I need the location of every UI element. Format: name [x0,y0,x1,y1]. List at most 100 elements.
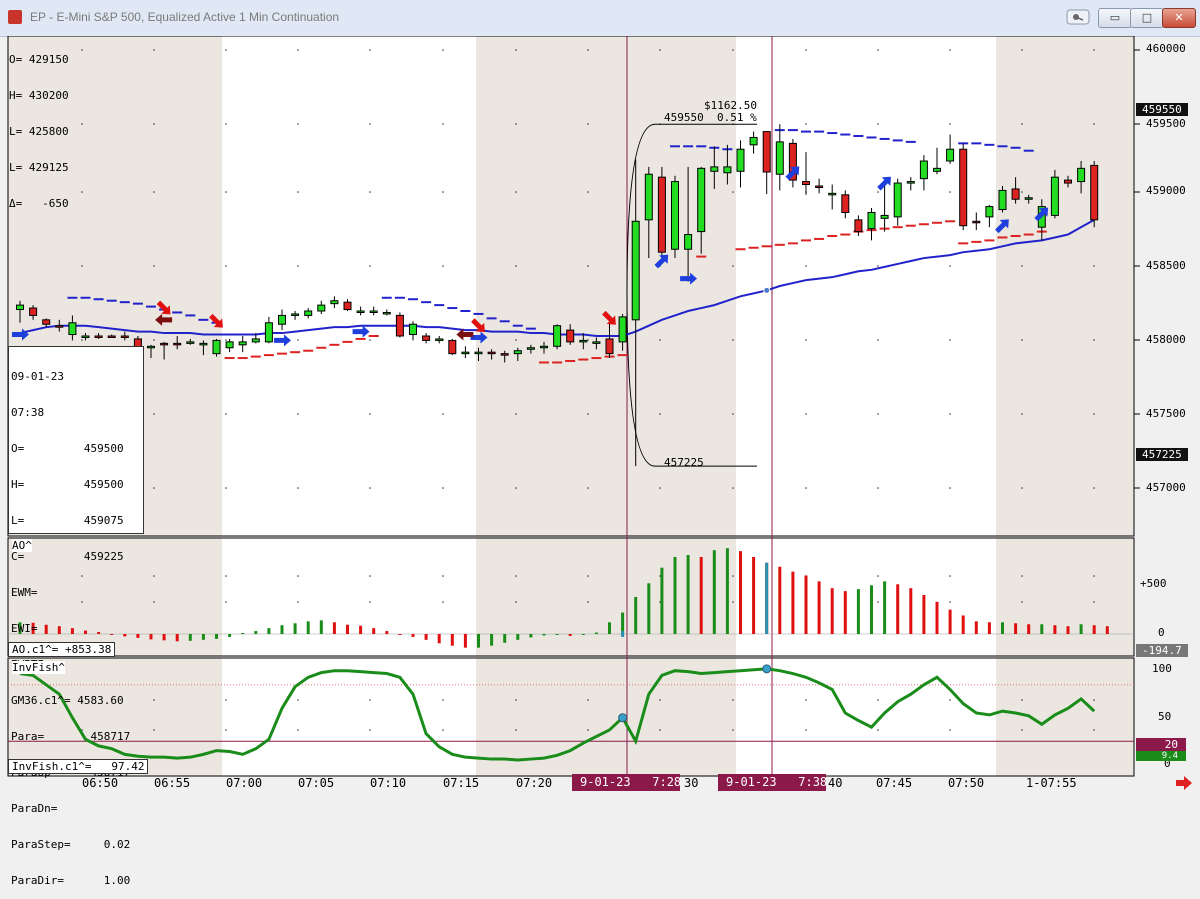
candle-body [435,338,444,341]
candle-body [1050,176,1059,216]
ao-bar [477,634,480,648]
grid-dot [225,699,227,701]
grid-dot [515,575,517,577]
price-tick: 459500 [1146,117,1186,130]
grid-dot [587,699,589,701]
ao-bar [1040,624,1044,634]
candle-body [513,350,522,355]
ao-bar [136,634,140,638]
ao-bar [935,601,939,634]
signal-arrow-right-icon-shape [470,331,488,344]
session-band [476,36,736,536]
price-tick: 457000 [1146,481,1186,494]
price-tick: 458000 [1146,333,1186,346]
time-label: 07:10 [370,776,407,790]
ohlc-line: L= 425800 [9,125,69,138]
grid-dot [369,729,371,731]
grid-dot [732,575,734,577]
candle-body [933,167,941,172]
ao-title: AO^ [12,539,32,552]
ao-bar [1014,623,1018,634]
grid-dot [877,49,879,51]
candle-body [893,182,902,218]
ao-bar [437,634,441,644]
grid-dot [225,339,227,341]
data-window-line: ParaDn= [11,802,58,815]
grid-dot [515,49,517,51]
ao-bar [319,620,323,634]
grid-dot [949,699,951,701]
candle-body [461,351,470,355]
invfish-value-box: InvFish.c1^= 97.42 [8,759,149,774]
grid-dot [369,265,371,267]
ao-bar [503,634,507,643]
ao-bar [267,628,271,634]
minimize-button[interactable]: ▭ [1098,8,1132,28]
ao-bar [162,634,166,641]
candle-body [474,351,483,355]
ao-bar [974,621,978,634]
signal-arrow-down-icon [156,300,171,315]
candle-body [448,339,457,355]
candle-body [906,181,915,184]
data-window-line: C= 459225 [11,550,124,563]
data-window-line: L= 459075 [11,514,124,527]
grid-dot [369,123,371,125]
grid-dot [949,191,951,193]
data-window-line: O= 459500 [11,442,124,455]
grid-dot [153,413,155,415]
ao-bar [411,634,415,637]
ao-bar [84,630,87,634]
signal-arrow-down-icon [209,313,223,328]
ao-bar [581,634,585,635]
ao-bar [791,571,795,634]
ao-bar [1053,625,1057,634]
grid-dot [225,191,227,193]
ao-bar [346,624,349,634]
price-tick: 458500 [1146,259,1186,272]
grid-dot [949,123,951,125]
candle-body [94,335,103,338]
candle-body [605,338,614,355]
ohlc-line: O= 429150 [9,53,69,66]
maximize-button[interactable]: □ [1130,8,1164,28]
invfish-tick: 100 [1152,662,1172,675]
grid-dot [153,123,155,125]
candle-body [854,219,863,233]
grid-dot [1021,487,1023,489]
data-window-line: EWM= [11,586,38,599]
close-button[interactable]: ✕ [1162,8,1196,28]
grid-dot [587,123,589,125]
candle-body [723,166,732,174]
grid-dot [297,487,299,489]
candle-body [1064,179,1072,184]
candle-body [815,185,824,188]
grid-dot [877,575,879,577]
signal-arrow-right-icon [680,272,698,285]
ao-bar [332,622,336,634]
ao-bar [725,548,729,634]
pin-icon[interactable] [1066,9,1090,25]
grid-dot [81,575,83,577]
grid-dot [225,487,227,489]
grid-dot [297,729,299,731]
candle-body [395,314,404,337]
grid-dot [877,729,879,731]
candle-body [1024,197,1033,200]
grid-dot [805,699,807,701]
time-label: 07:05 [298,776,335,790]
ao-value-box: AO.c1^= +853.38 [8,642,116,657]
grid-dot [81,699,83,701]
ao-bar [856,589,860,634]
grid-dot [297,191,299,193]
ohlc-line: Δ= -650 [9,197,69,210]
ao-bar [398,634,402,635]
ao-bar [228,634,232,637]
data-window-line: ParaStep= 0.02 [11,838,131,851]
scroll-right-arrow-icon[interactable] [1176,776,1192,790]
grid-dot [659,729,661,731]
chart-canvas[interactable] [0,36,1200,803]
ohlc-line: H= 430200 [9,89,69,102]
ao-flag: -194.7 [1136,644,1188,657]
candle-body [147,345,155,349]
